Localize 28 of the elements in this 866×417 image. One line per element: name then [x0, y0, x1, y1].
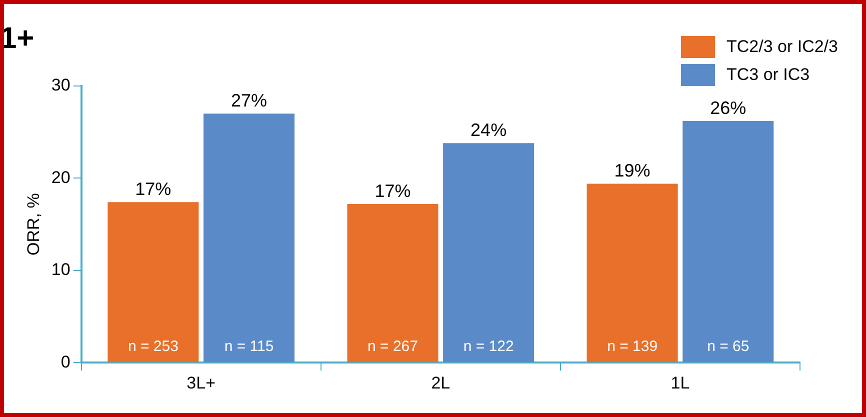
- x-tick-label: 2L: [431, 373, 450, 392]
- bar: [443, 143, 534, 362]
- data-label: 24%: [470, 120, 507, 140]
- data-label: 17%: [135, 179, 172, 200]
- data-label: 27%: [230, 90, 268, 111]
- annotation: n = 139: [607, 338, 658, 356]
- y-tick-label: 10: [51, 260, 70, 280]
- annotation: n = 65: [707, 338, 750, 356]
- y-tick-label: 20: [51, 168, 70, 187]
- annotation: n = 122: [463, 338, 514, 356]
- x-tick-label: 3L+: [186, 373, 216, 392]
- y-tick-label: 30: [51, 76, 70, 95]
- y-axis-title: ORR, %: [24, 193, 43, 256]
- legend-label: TC2/3 or IC2/3: [726, 37, 838, 57]
- annotation: n = 267: [368, 338, 418, 356]
- data-label: 26%: [710, 98, 746, 118]
- bar: [586, 184, 678, 362]
- annotation: n = 253: [128, 338, 178, 356]
- legend-label: TC3 or IC3: [726, 65, 810, 85]
- y-tick-label: 0: [60, 352, 70, 372]
- bar: [108, 202, 199, 362]
- bar: [347, 204, 438, 362]
- bar: [203, 114, 295, 362]
- data-label: 17%: [374, 180, 411, 201]
- data-label: 19%: [614, 160, 650, 181]
- bar: [682, 121, 774, 362]
- x-tick-label: 1L: [670, 373, 690, 392]
- annotation: n = 115: [224, 338, 274, 356]
